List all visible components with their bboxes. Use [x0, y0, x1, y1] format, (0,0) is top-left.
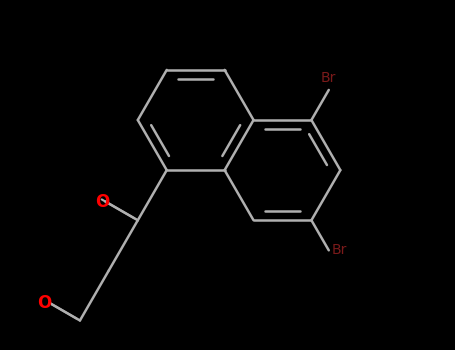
- Text: O: O: [37, 294, 51, 312]
- Text: O: O: [95, 193, 109, 211]
- Text: Br: Br: [332, 243, 347, 257]
- Text: Br: Br: [321, 71, 336, 85]
